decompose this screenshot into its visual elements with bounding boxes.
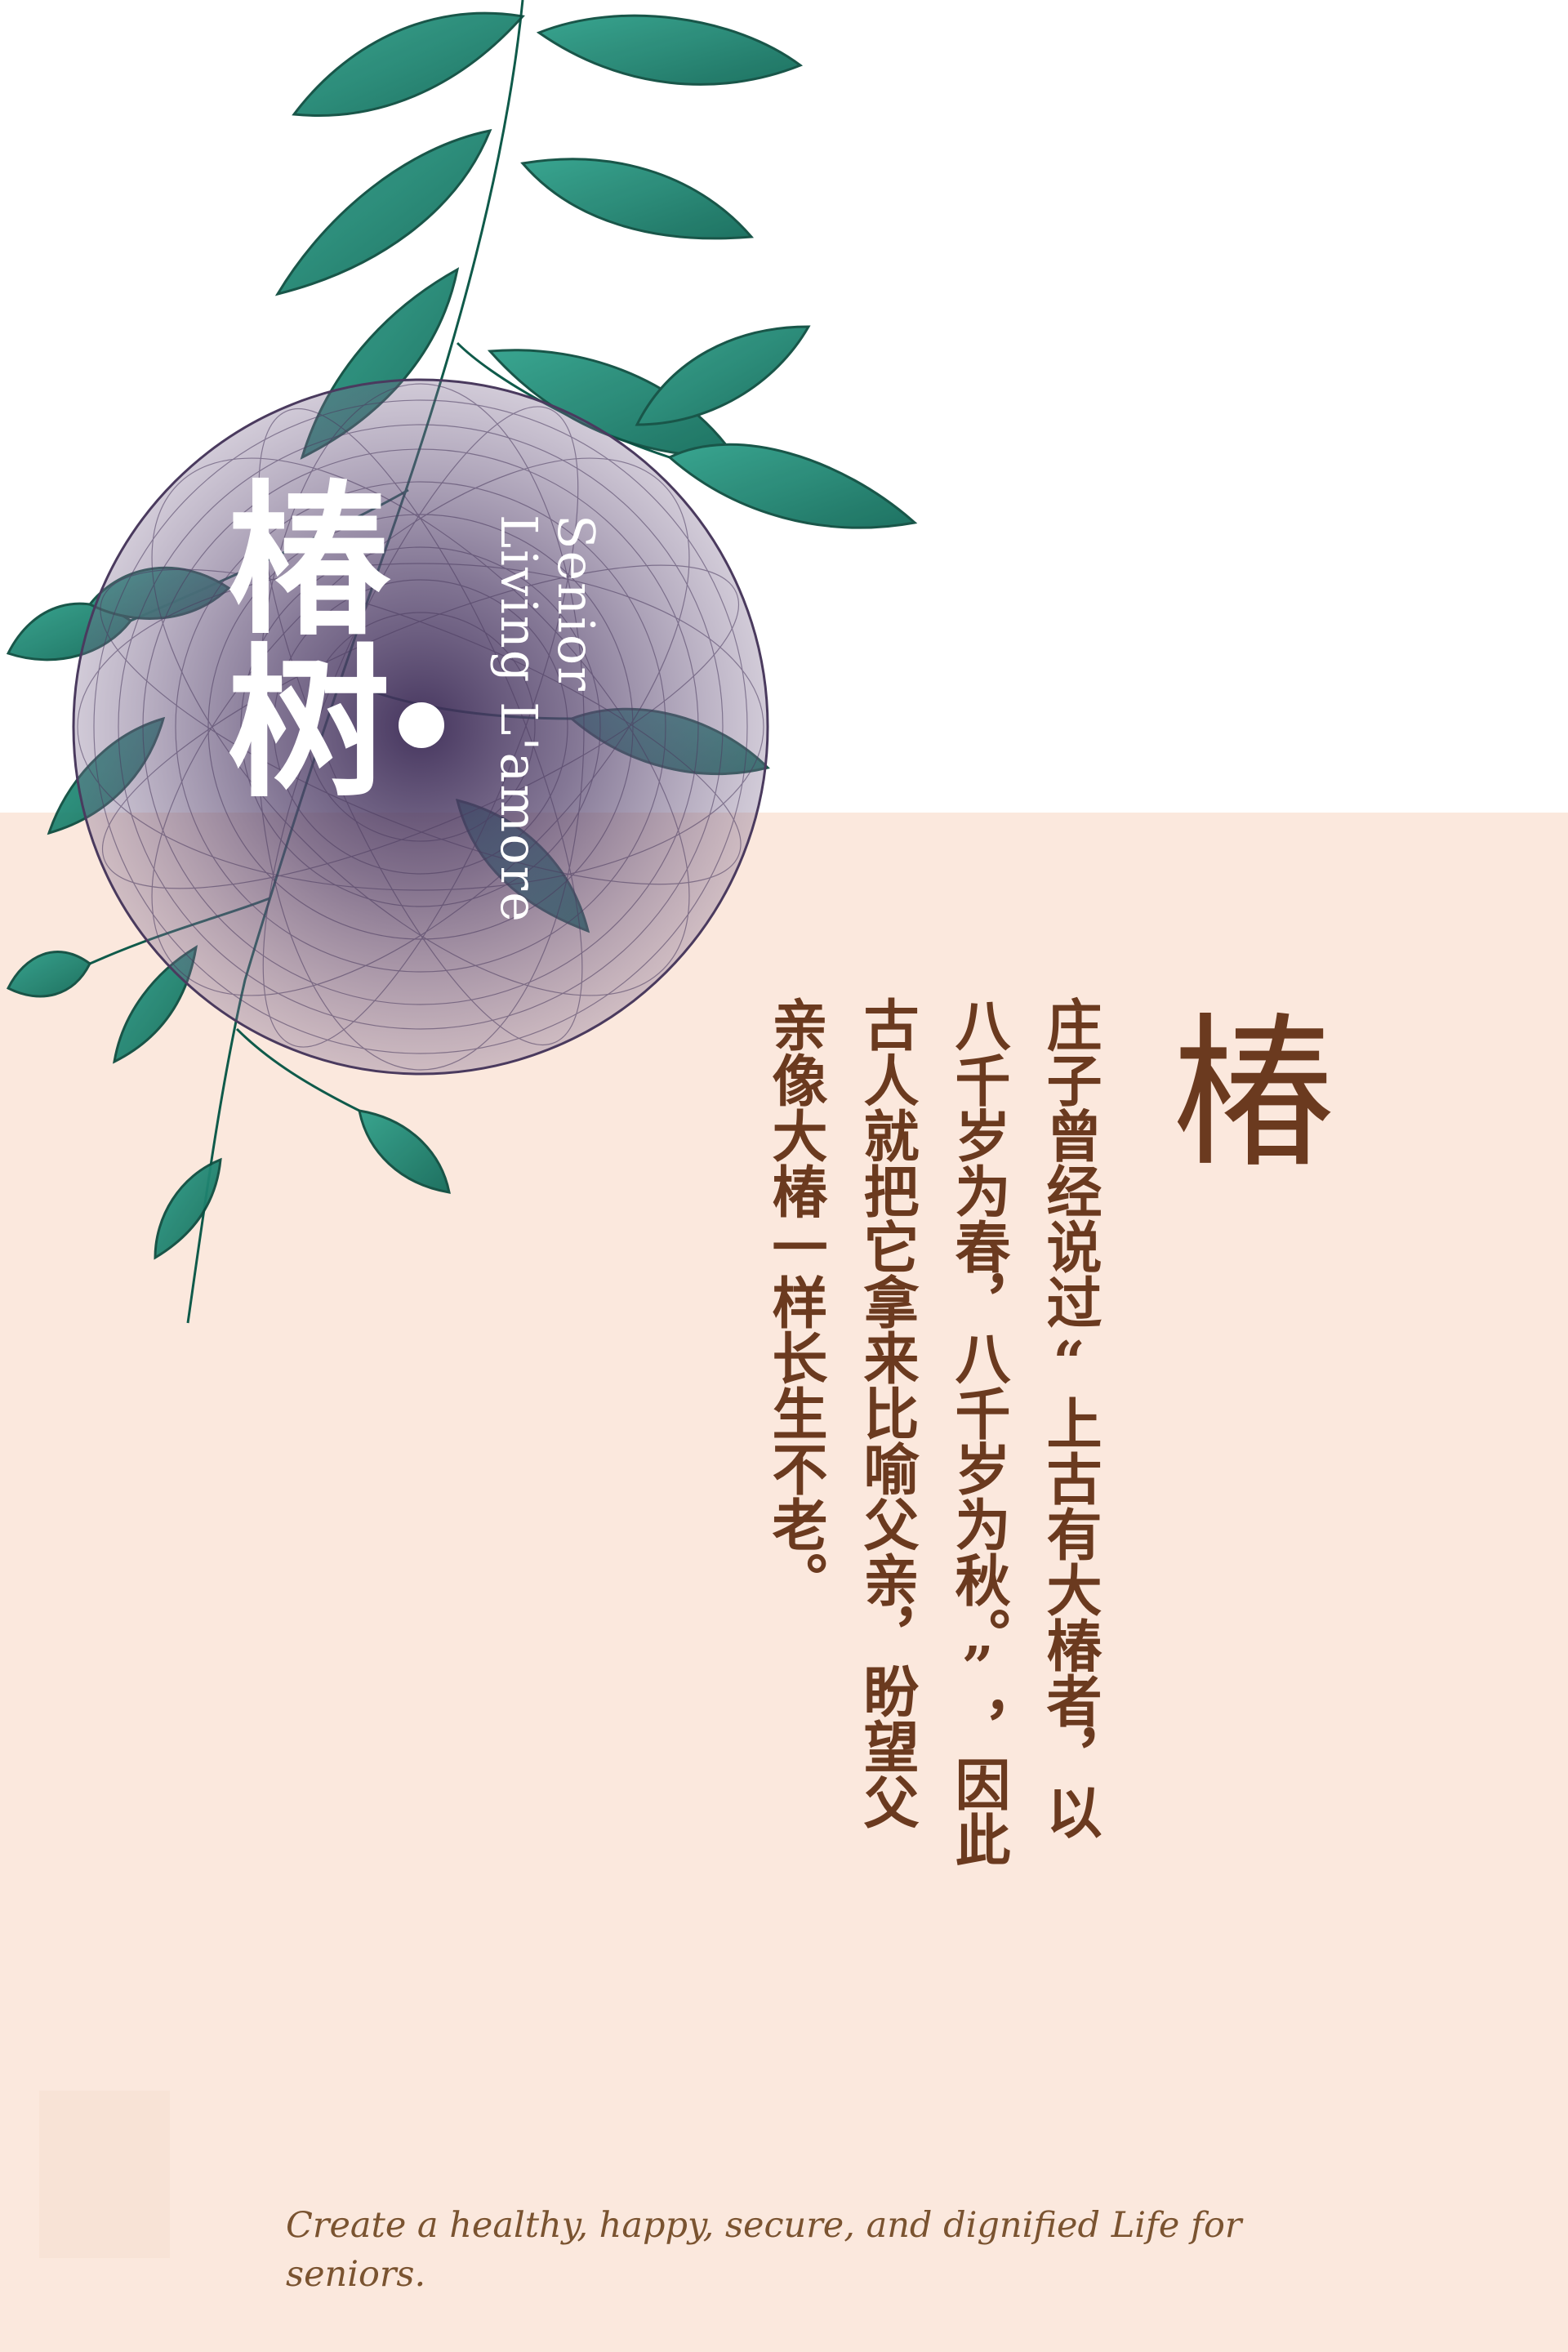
poem-line: 庄子曾经说过“上古有大椿者，以 [1036,996,1102,1839]
peach-background-panel [0,813,1568,2352]
poem-line: 古人就把它拿来比喻父亲，盼望父 [853,996,919,1829]
title-english-line2: Living L'amore [489,514,549,924]
title-english-line1: Senior [546,514,606,693]
poem-line: 亲像大椿一样长生不老。 [762,996,827,1607]
heading-character: 椿 [1171,999,1335,1189]
title-chinese: 椿树 [198,474,390,800]
title-english: Senior Living L'amore [489,514,606,1021]
poem-line: 八千岁为春，八千岁为秋。”，因此 [945,996,1010,1867]
poem-text: 庄子曾经说过“上古有大椿者，以 八千岁为春，八千岁为秋。”，因此 古人就把它拿来… [762,996,1115,2009]
center-dot [399,702,444,748]
tagline: Create a healthy, happy, secure, and dig… [286,2205,1242,2295]
faint-decorative-square [39,2091,170,2258]
